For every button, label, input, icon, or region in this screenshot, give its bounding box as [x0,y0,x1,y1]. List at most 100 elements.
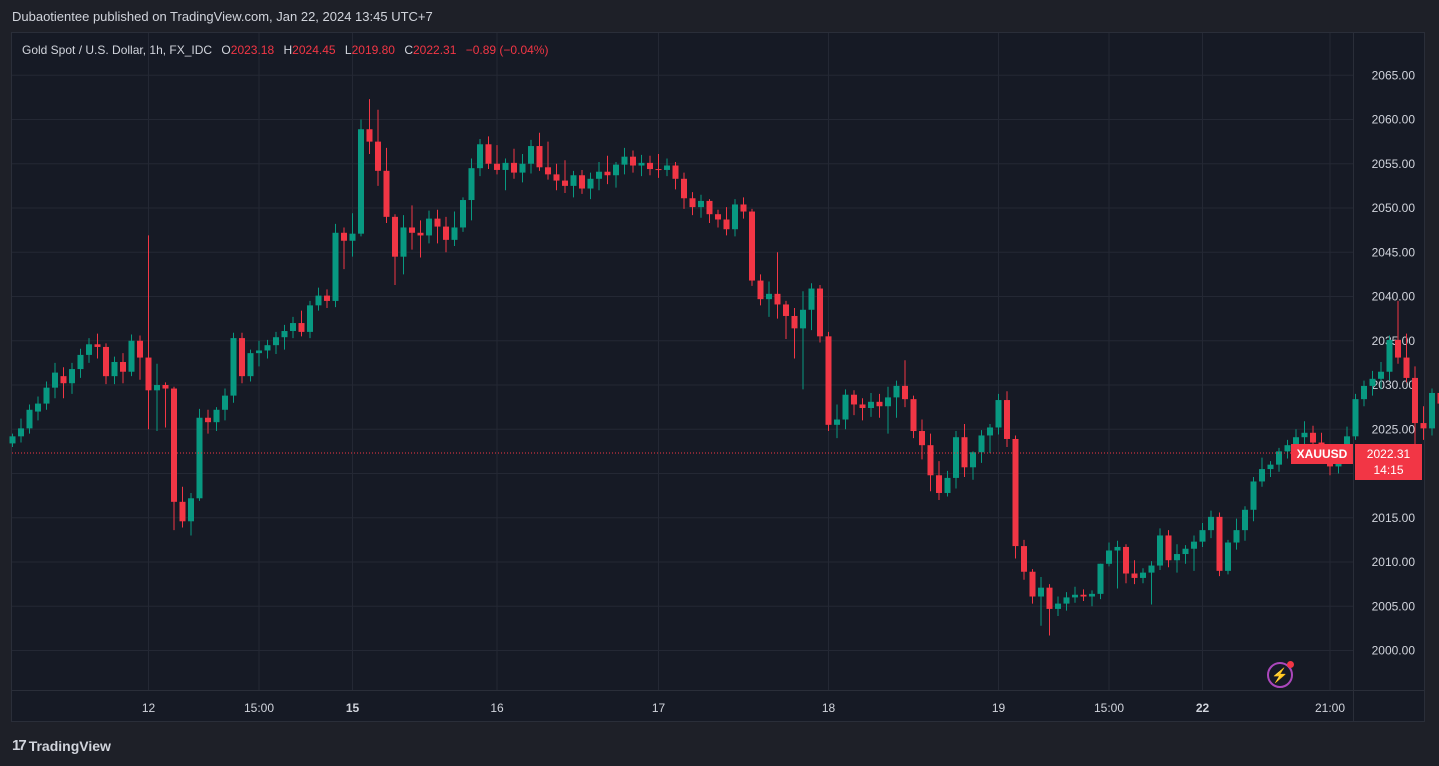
y-tick-label: 2005.00 [1372,599,1416,613]
candle-body [273,337,279,346]
y-tick-label: 2050.00 [1372,201,1416,215]
candle-body [188,498,194,522]
candle-body [1233,530,1240,543]
candle-body [1242,509,1248,531]
candle-body [1437,392,1439,404]
candle-body [672,165,679,179]
candle-body [570,175,577,186]
candle-body [485,144,492,164]
candle-body [230,338,237,396]
candle-body [94,344,101,347]
candle-body [1021,546,1027,572]
candle-body [1199,530,1206,542]
candle-body [477,144,483,169]
candle-body [1344,436,1350,449]
candle-body [1072,594,1078,598]
publisher-header: Dubaotientee published on TradingView.co… [12,9,433,24]
candle-body [179,501,186,522]
candle-body [451,227,458,240]
low-value: 2019.80 [351,43,395,57]
candle-body [621,156,628,165]
y-tick-label: 2015.00 [1372,511,1416,525]
open-label: O [221,43,231,57]
chart-frame[interactable] [11,32,1425,722]
candle-body [426,218,432,236]
candle-body [298,323,305,332]
candle-body [1259,469,1265,482]
y-tick-label: 2035.00 [1372,334,1416,348]
candle-body [655,169,662,171]
tradingview-branding[interactable]: 17 TradingView [12,737,111,754]
candle-body [842,394,849,420]
x-tick-label: 15:00 [1094,701,1124,715]
candle-body [1148,565,1155,573]
y-tick-label: 2045.00 [1372,245,1416,259]
candle-body [553,174,560,181]
candle-body [315,295,322,306]
candle-body [800,309,806,329]
symbol-tag: XAUUSD [1291,444,1353,464]
candle-body [944,477,951,493]
candle-body [1080,594,1087,597]
candle-body [239,338,245,377]
candle-body [1191,541,1197,549]
y-tick-label: 2030.00 [1372,378,1416,392]
candle-body [953,437,959,478]
candle-body [579,175,585,189]
candle-body [1420,423,1427,429]
candle-body [43,387,50,404]
candle-body [52,372,58,388]
candle-body [1378,371,1384,379]
candle-body [1106,550,1112,564]
candle-body [1412,377,1418,424]
candle-body [876,401,883,407]
high-value: 2024.45 [292,43,336,57]
candle-body [834,419,840,425]
y-tick-label: 2055.00 [1372,157,1416,171]
candle-body [264,345,271,351]
candle-body [1055,603,1061,609]
candle-body [1293,437,1299,446]
candle-body [1284,445,1291,452]
candle-body [1225,542,1231,571]
candle-body [817,288,823,337]
candle-body [613,164,619,176]
candle-body [213,409,220,423]
y-tick-label: 2065.00 [1372,68,1416,82]
candle-body [18,428,24,437]
low-label: L [344,43,352,57]
last-price-tag: 2022.31 14:15 [1355,444,1422,480]
candle-body [893,385,900,398]
candle-body [256,350,262,354]
candle-body [1250,481,1257,510]
ohlc-legend: Gold Spot / U.S. Dollar, 1h, FX_IDC O202… [22,43,548,57]
candle-body [69,369,75,384]
candle-body [1123,546,1129,574]
candle-body [26,409,33,429]
y-tick-label: 2000.00 [1372,644,1416,658]
candle-body [868,401,874,409]
notification-dot [1287,661,1294,668]
candle-body [919,431,925,446]
candle-body [1182,548,1189,555]
candle-body [1157,535,1163,566]
candle-body [409,227,415,233]
lightning-icon[interactable]: ⚡ [1267,661,1294,688]
candle-body [494,163,500,170]
candle-body [1140,572,1146,578]
x-tick-label: 17 [652,701,666,715]
candle-body [706,200,713,215]
candle-body [987,427,993,436]
candle-body [1131,573,1138,578]
candle-body [1029,571,1036,597]
candle-body [1174,554,1180,561]
candle-body [1089,593,1095,597]
candle-body [978,435,985,453]
candle-body [460,200,466,228]
y-tick-label: 2025.00 [1372,422,1416,436]
candle-body [715,214,721,220]
candle-body [341,232,347,241]
candle-body [536,146,543,168]
candle-body [196,417,203,499]
